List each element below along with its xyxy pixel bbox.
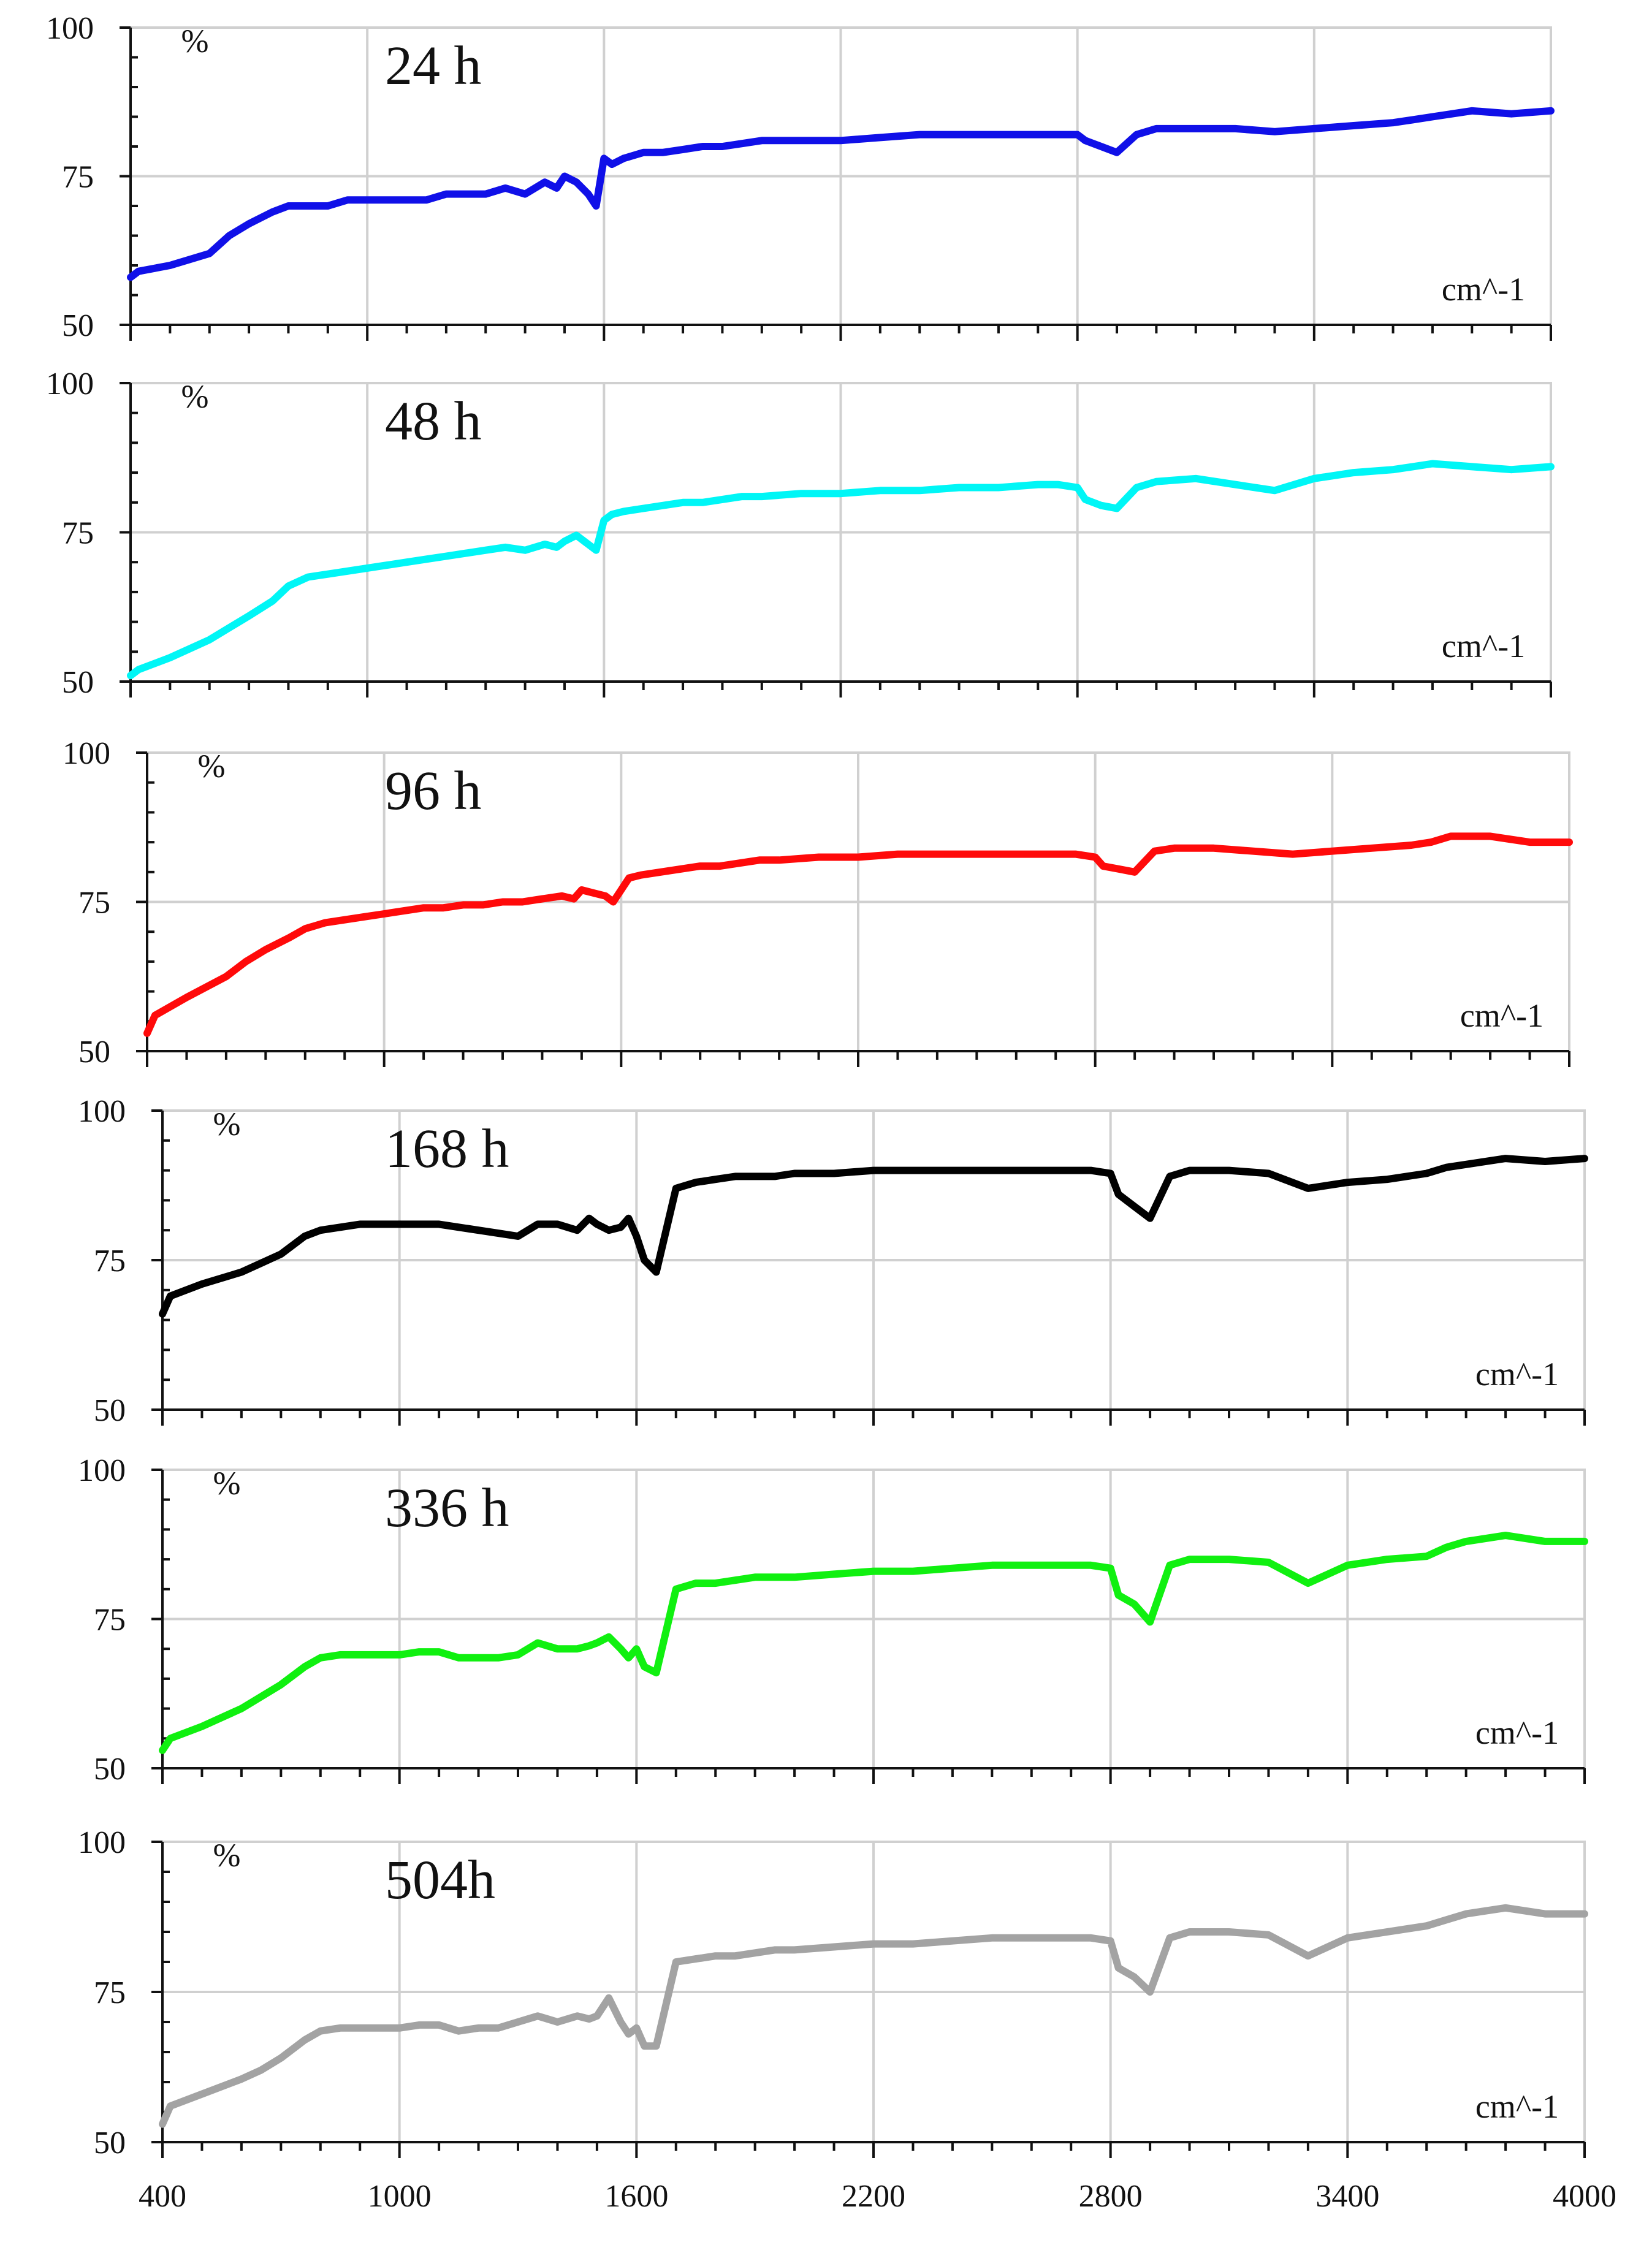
panel-title: 48 h — [385, 391, 482, 452]
y-tick-label: 50 — [94, 2126, 126, 2161]
y-tick-label: 100 — [78, 1825, 126, 1860]
y-tick-label: 100 — [78, 1453, 126, 1488]
y-unit-label: % — [213, 1106, 241, 1142]
y-tick-label: 50 — [62, 308, 94, 343]
spectrum-panel: 50 75 100 % cm^-1 24 h — [46, 11, 1555, 343]
spectrum-panel: 50 75 100 % cm^-1 48 h — [46, 367, 1555, 700]
x-tick-label: 2200 — [842, 2179, 905, 2214]
y-tick-label: 50 — [94, 1393, 126, 1428]
y-unit-label: % — [213, 1837, 241, 1874]
x-tick-label: 4000 — [1553, 2179, 1616, 2214]
x-unit-label: cm^-1 — [1460, 997, 1544, 1034]
panel-title: 504h — [385, 1850, 495, 1910]
y-tick-label: 100 — [46, 11, 94, 46]
x-tick-label: 1600 — [604, 2179, 668, 2214]
x-unit-label: cm^-1 — [1475, 1356, 1559, 1393]
y-tick-label: 75 — [94, 1244, 126, 1279]
y-unit-label: % — [198, 748, 226, 785]
y-unit-label: % — [181, 378, 209, 415]
y-tick-label: 100 — [63, 736, 110, 771]
y-tick-label: 75 — [62, 160, 94, 195]
y-tick-label: 75 — [78, 886, 110, 921]
y-tick-label: 100 — [46, 367, 94, 401]
spectrum-line — [159, 1904, 1588, 2128]
x-unit-label: cm^-1 — [1442, 271, 1525, 308]
panels: 50 75 100 % cm^-1 24 h 50 75 100 % cm^-1 48 h 50 75 10… — [46, 11, 1588, 2161]
spectrum-line — [127, 107, 1555, 281]
x-unit-label: cm^-1 — [1475, 1714, 1559, 1751]
spectrum-panel: 50 75 100 % cm^-1 168 h — [78, 1094, 1588, 1428]
x-tick-label: 400 — [139, 2179, 186, 2214]
y-tick-label: 50 — [78, 1035, 110, 1070]
panel-title: 168 h — [385, 1119, 509, 1179]
shared-x-axis-labels: 400 1000 1600 2200 2800 3400 4000 — [139, 2179, 1616, 2214]
y-tick-label: 100 — [78, 1094, 126, 1129]
x-tick-label: 2800 — [1079, 2179, 1143, 2214]
spectrum-line — [159, 1155, 1588, 1318]
panel-title: 96 h — [385, 761, 482, 821]
spectrum-line — [127, 460, 1555, 680]
spectrum-panel: 50 75 100 % cm^-1 504h — [78, 1825, 1588, 2161]
spectrum-panel: 50 75 100 % cm^-1 336 h — [78, 1453, 1588, 1787]
y-tick-label: 50 — [94, 1752, 126, 1787]
y-unit-label: % — [213, 1465, 241, 1502]
x-tick-label: 1000 — [368, 2179, 432, 2214]
panel-title: 24 h — [385, 36, 482, 96]
y-tick-label: 75 — [62, 516, 94, 551]
x-tick-label: 3400 — [1315, 2179, 1379, 2214]
y-tick-label: 75 — [94, 1603, 126, 1638]
y-unit-label: % — [181, 23, 209, 59]
panel-title: 336 h — [385, 1478, 509, 1538]
y-tick-label: 50 — [62, 665, 94, 700]
spectrum-line — [143, 832, 1573, 1037]
x-unit-label: cm^-1 — [1475, 2088, 1559, 2125]
spectrum-line — [159, 1532, 1588, 1754]
y-tick-label: 75 — [94, 1975, 126, 2010]
x-unit-label: cm^-1 — [1442, 628, 1525, 664]
spectrum-panel: 50 75 100 % cm^-1 96 h — [63, 736, 1573, 1070]
